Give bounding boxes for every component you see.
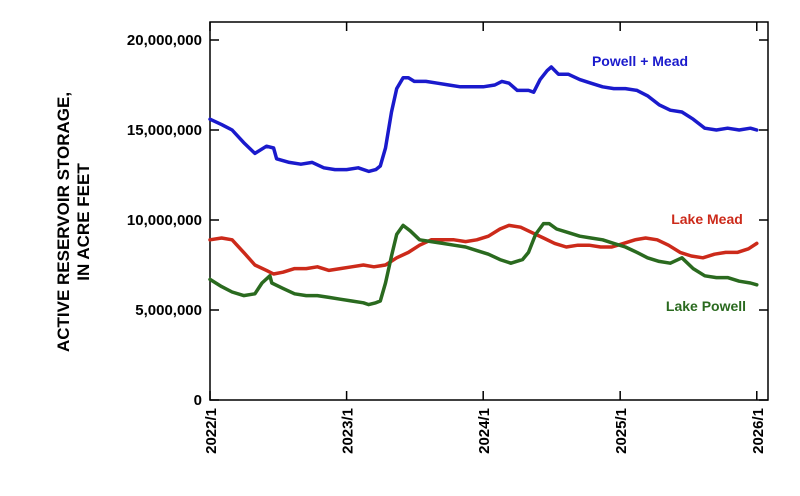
series-label-powell-mead: Powell + Mead bbox=[592, 53, 688, 69]
plot-frame bbox=[209, 21, 769, 401]
series-label-lake-powell: Lake Powell bbox=[666, 298, 746, 314]
series-lines bbox=[208, 65, 759, 307]
y-tick-label: 15,000,000 bbox=[127, 122, 202, 139]
x-tick-label: 2025/1 bbox=[613, 408, 630, 454]
y-tick-label: 0 bbox=[194, 392, 202, 409]
x-tick-label: 2023/1 bbox=[340, 408, 357, 454]
y-tick-label: 5,000,000 bbox=[135, 302, 202, 319]
x-tick-label: 2022/1 bbox=[203, 408, 220, 454]
x-tick-label: 2026/1 bbox=[750, 408, 767, 454]
series-labels: Powell + Mead Lake Mead Lake Powell bbox=[592, 53, 746, 314]
y-axis-title: ACTIVE RESERVOIR STORAGE, IN ACRE FEET bbox=[54, 92, 93, 352]
series-line-lake-mead bbox=[208, 223, 759, 276]
series-label-lake-mead: Lake Mead bbox=[671, 211, 743, 227]
y-axis: 0 5,000,000 10,000,000 15,000,000 20,000,000 bbox=[127, 32, 768, 409]
y-axis-title-line-2: IN ACRE FEET bbox=[74, 163, 93, 281]
y-tick-label: 10,000,000 bbox=[127, 212, 202, 229]
series-line-powell-mead bbox=[208, 65, 759, 174]
series-line-lake-powell bbox=[208, 221, 759, 307]
x-tick-label: 2024/1 bbox=[476, 408, 493, 454]
y-axis-title-line-1: ACTIVE RESERVOIR STORAGE, bbox=[54, 92, 73, 352]
y-tick-label: 20,000,000 bbox=[127, 32, 202, 49]
x-axis: 2022/1 2023/1 2024/1 2025/1 2026/1 bbox=[203, 22, 767, 454]
